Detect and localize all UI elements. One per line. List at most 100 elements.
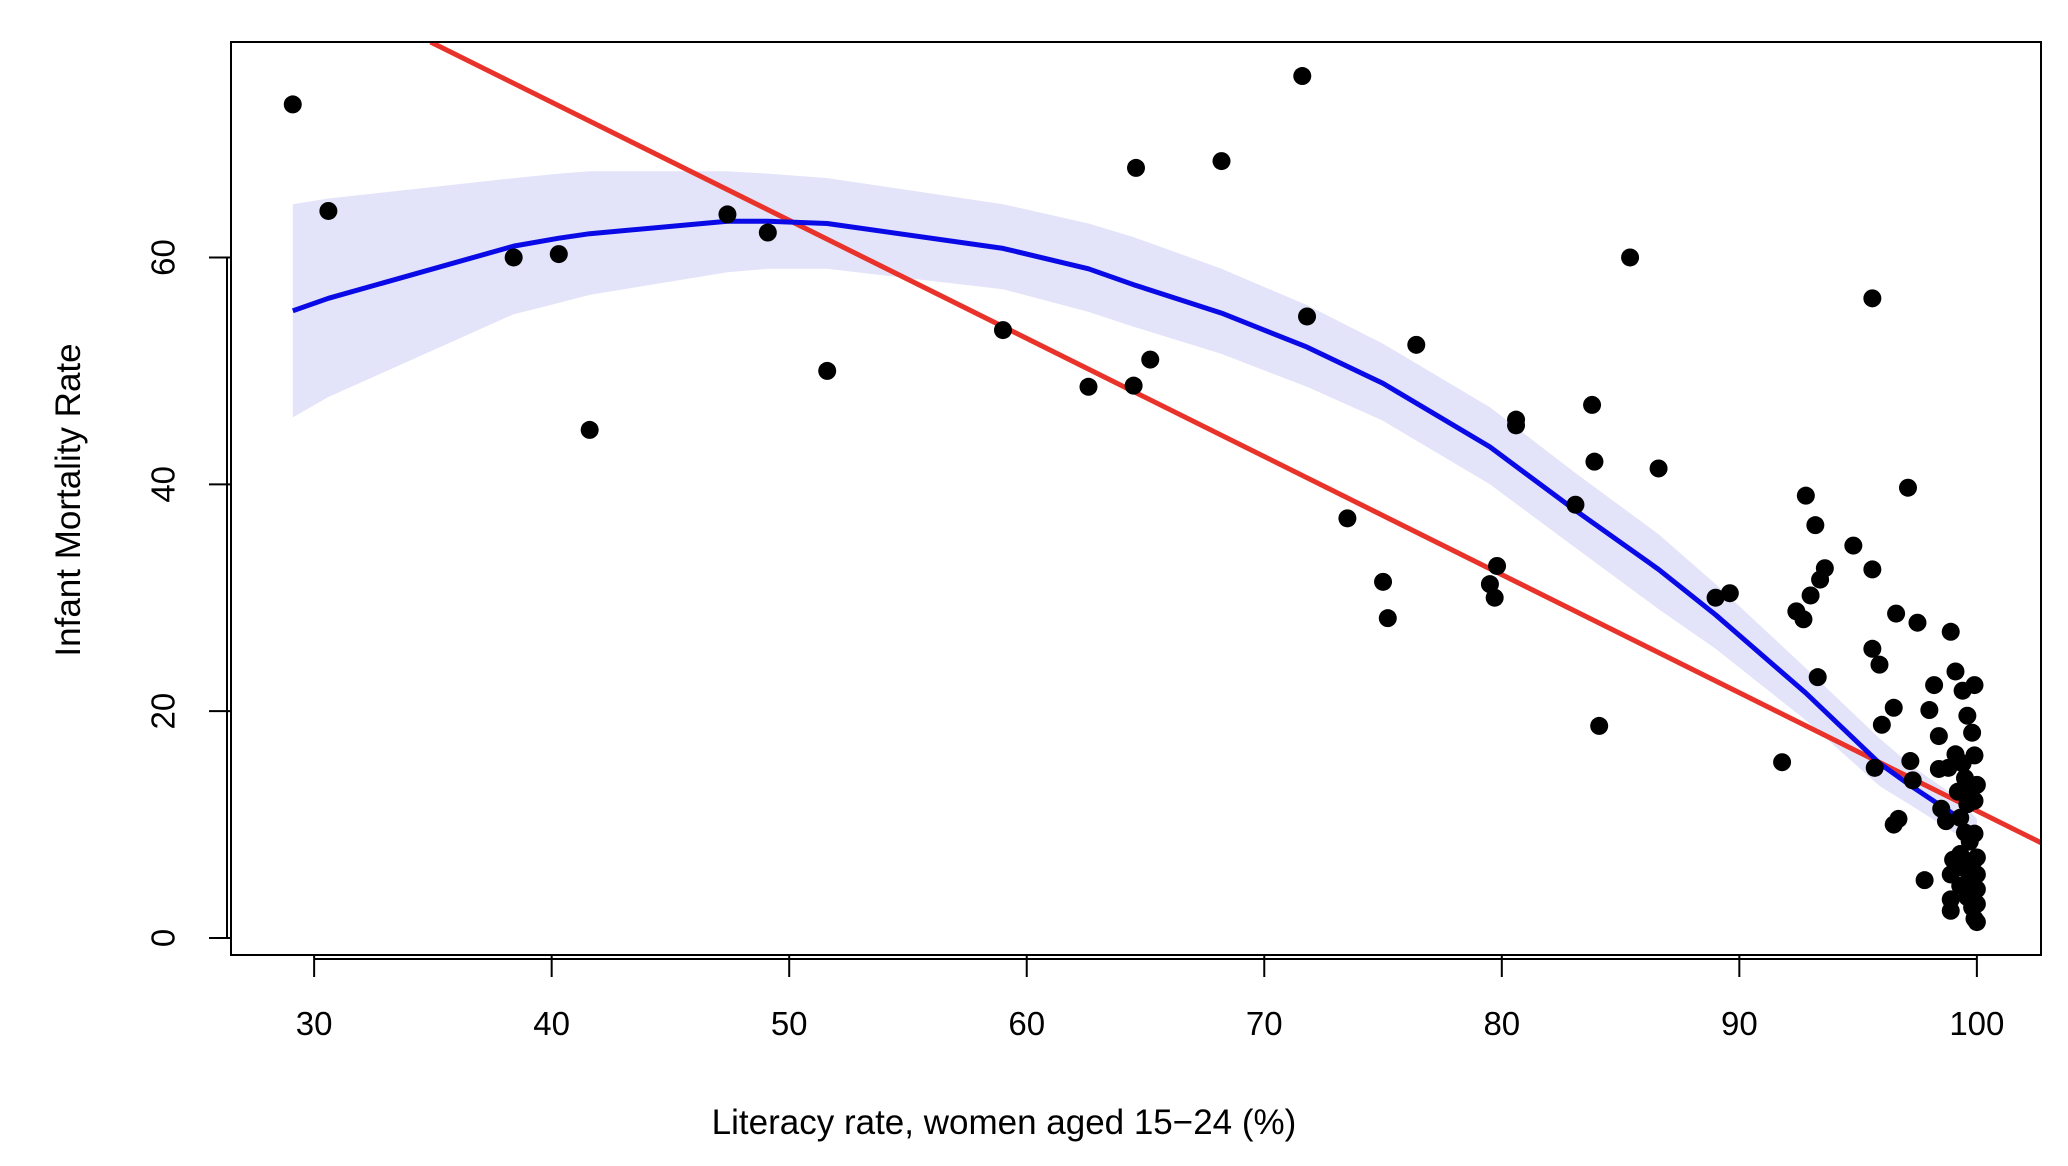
data-point (1884, 698, 1903, 717)
data-point (1951, 845, 1970, 864)
data-point (1796, 486, 1815, 505)
y-tick-label: 0 (145, 929, 182, 947)
data-point (1590, 716, 1609, 735)
data-point (1720, 584, 1739, 603)
data-point (758, 223, 777, 242)
x-tick-label: 30 (296, 1005, 333, 1042)
data-point (1863, 289, 1882, 308)
data-point (1338, 509, 1357, 528)
smooth-fit-layer (291, 218, 1979, 843)
data-point (1941, 890, 1960, 909)
confidence-band (292, 171, 1977, 855)
linear-fit-line (429, 42, 2041, 845)
data-point (1815, 559, 1834, 578)
data-point (1965, 791, 1984, 810)
y-axis: 0 20 40 60 (145, 239, 231, 947)
smooth-fit-line (291, 218, 1979, 843)
y-tick-label: 40 (145, 466, 182, 503)
data-point (1898, 478, 1917, 497)
data-point (1965, 676, 1984, 695)
data-point (1507, 410, 1526, 429)
data-point (1706, 588, 1725, 607)
data-point (1889, 809, 1908, 828)
data-point (1480, 575, 1499, 594)
x-tick-label: 90 (1721, 1005, 1758, 1042)
x-axis: 30 40 50 60 70 80 90 100 (296, 955, 2004, 1042)
data-points-layer (283, 67, 1986, 932)
data-point (1485, 588, 1504, 607)
data-point (1887, 604, 1906, 623)
data-point (1794, 610, 1813, 629)
data-point (1925, 676, 1944, 695)
data-point (1908, 613, 1927, 632)
data-point (1773, 753, 1792, 772)
data-point (1863, 639, 1882, 658)
data-point (1920, 701, 1939, 720)
data-point (1488, 556, 1507, 575)
data-point (1965, 824, 1984, 843)
data-point (1941, 622, 1960, 641)
data-point (1863, 560, 1882, 579)
data-point (549, 245, 568, 264)
data-point (1967, 775, 1986, 794)
data-point (1939, 758, 1958, 777)
data-point (1806, 516, 1825, 535)
plot-frame (230, 41, 2042, 956)
data-point (718, 205, 737, 224)
data-point (1621, 248, 1640, 267)
data-point (1585, 452, 1604, 471)
data-point (1965, 746, 1984, 765)
data-point (1872, 715, 1891, 734)
data-point (1374, 572, 1393, 591)
x-tick-label: 60 (1008, 1005, 1045, 1042)
x-tick-label: 100 (1949, 1005, 2004, 1042)
data-point (1903, 771, 1922, 790)
data-point (1967, 880, 1986, 899)
data-point (993, 321, 1012, 340)
y-tick-label: 20 (145, 693, 182, 730)
data-point (1378, 609, 1397, 628)
data-point (818, 361, 837, 380)
data-point (1946, 662, 1965, 681)
data-point (1583, 395, 1602, 414)
x-tick-label: 70 (1246, 1005, 1283, 1042)
data-point (1929, 727, 1948, 746)
data-point (1649, 459, 1668, 478)
x-tick-label: 40 (533, 1005, 570, 1042)
data-point (1801, 586, 1820, 605)
confidence-band-layer (292, 171, 1977, 855)
data-point (1079, 377, 1098, 396)
data-point (1967, 913, 1986, 932)
data-point (1298, 307, 1317, 326)
x-tick-label: 50 (771, 1005, 808, 1042)
data-point (1967, 848, 1986, 867)
data-point (1958, 706, 1977, 725)
data-point (504, 248, 523, 267)
data-point (1124, 376, 1143, 395)
data-point (1915, 871, 1934, 890)
x-axis-title: Literacy rate, women aged 15−24 (%) (712, 1103, 1297, 1142)
data-point (319, 201, 338, 220)
data-point (1865, 758, 1884, 777)
data-point (1963, 723, 1982, 742)
y-axis-title: Infant Mortality Rate (49, 343, 88, 656)
data-point (1901, 752, 1920, 771)
data-point (1967, 894, 1986, 913)
linear-fit-layer (429, 42, 2041, 845)
x-tick-label: 80 (1483, 1005, 1520, 1042)
data-point (1566, 495, 1585, 514)
data-point (1127, 158, 1145, 177)
data-point (1808, 668, 1827, 687)
y-tick-label: 60 (145, 239, 182, 276)
data-point (283, 95, 302, 114)
data-point (1936, 812, 1955, 831)
data-point (580, 420, 599, 439)
data-point (1951, 808, 1970, 827)
data-point (1407, 335, 1426, 354)
data-point (1141, 350, 1160, 369)
data-point (1967, 865, 1986, 884)
data-point (1293, 67, 1312, 86)
data-point (1870, 655, 1889, 674)
data-point (1212, 152, 1231, 171)
